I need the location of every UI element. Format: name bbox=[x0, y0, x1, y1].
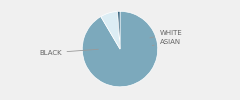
Text: ASIAN: ASIAN bbox=[152, 39, 181, 46]
Wedge shape bbox=[118, 11, 120, 49]
Wedge shape bbox=[101, 11, 120, 49]
Text: WHITE: WHITE bbox=[150, 30, 182, 38]
Wedge shape bbox=[82, 11, 158, 87]
Text: BLACK: BLACK bbox=[39, 49, 98, 56]
